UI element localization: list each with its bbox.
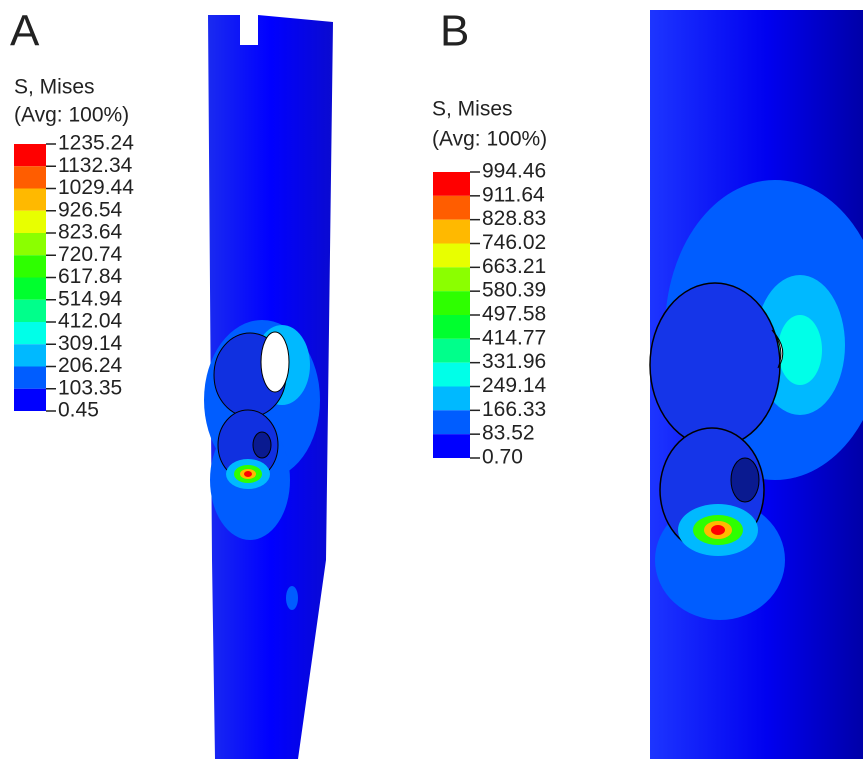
legend-label: 580.39 bbox=[482, 279, 546, 302]
legend-swatch bbox=[433, 315, 470, 339]
legend-label: 994.46 bbox=[482, 160, 546, 183]
legend-swatch bbox=[433, 172, 470, 196]
panel-label: A bbox=[10, 7, 40, 56]
legend-label: 926.54 bbox=[58, 198, 123, 221]
legend-swatch bbox=[14, 322, 46, 345]
legend-swatch bbox=[433, 219, 470, 244]
legend-swatch bbox=[433, 410, 470, 435]
legend-label: 497.58 bbox=[482, 303, 546, 326]
model-a bbox=[204, 15, 333, 759]
legend-swatch bbox=[433, 434, 470, 458]
legend-label: 0.45 bbox=[58, 399, 99, 422]
legend-label: 828.83 bbox=[482, 207, 546, 230]
legend-swatch bbox=[14, 388, 46, 411]
legend-swatch bbox=[433, 386, 470, 411]
legend-label: 720.74 bbox=[58, 243, 123, 266]
legend-swatch bbox=[14, 144, 46, 167]
legend-title: S, Mises bbox=[14, 76, 95, 99]
legend-title: S, Mises bbox=[432, 98, 513, 121]
legend-swatch bbox=[14, 344, 46, 367]
legend-label: 103.35 bbox=[58, 376, 122, 399]
legend-label: 83.52 bbox=[482, 422, 535, 445]
legend-swatch bbox=[14, 166, 46, 189]
legend-label: 309.14 bbox=[58, 332, 123, 355]
legend-label: 1235.24 bbox=[58, 132, 134, 155]
legend-label: 823.64 bbox=[58, 221, 123, 244]
model-b bbox=[649, 10, 863, 759]
legend-label: 746.02 bbox=[482, 231, 546, 254]
legend-subtitle: (Avg: 100%) bbox=[14, 104, 129, 127]
legend-swatch bbox=[14, 188, 46, 211]
legend-label: 663.21 bbox=[482, 255, 546, 278]
legend-label: 414.77 bbox=[482, 326, 546, 349]
legend-label: 412.04 bbox=[58, 310, 123, 333]
legend-swatch bbox=[14, 210, 46, 233]
legend-label: 1029.44 bbox=[58, 176, 134, 199]
legend-subtitle: (Avg: 100%) bbox=[432, 128, 547, 151]
legend-swatch bbox=[433, 362, 470, 387]
legend-label: 331.96 bbox=[482, 350, 546, 373]
legend-swatch bbox=[14, 233, 46, 256]
panel-label: B bbox=[440, 7, 469, 56]
legend-label: 1132.34 bbox=[58, 154, 133, 177]
legend-label: 514.94 bbox=[58, 287, 123, 310]
legend-label: 911.64 bbox=[482, 183, 545, 206]
legend-label: 206.24 bbox=[58, 354, 123, 377]
legend-swatch bbox=[14, 277, 46, 300]
legend-label: 617.84 bbox=[58, 265, 123, 288]
legend-swatch bbox=[433, 267, 470, 292]
legend-swatch bbox=[433, 243, 470, 268]
legend-label: 0.70 bbox=[482, 446, 523, 469]
legend-label: 166.33 bbox=[482, 398, 546, 421]
legend-swatch bbox=[14, 366, 46, 389]
legend-swatch bbox=[433, 291, 470, 315]
legend-swatch bbox=[433, 338, 470, 363]
legend-swatch bbox=[14, 255, 46, 278]
legend-swatch bbox=[433, 195, 470, 220]
legend-label: 249.14 bbox=[482, 374, 547, 397]
legend-swatch bbox=[14, 299, 46, 322]
